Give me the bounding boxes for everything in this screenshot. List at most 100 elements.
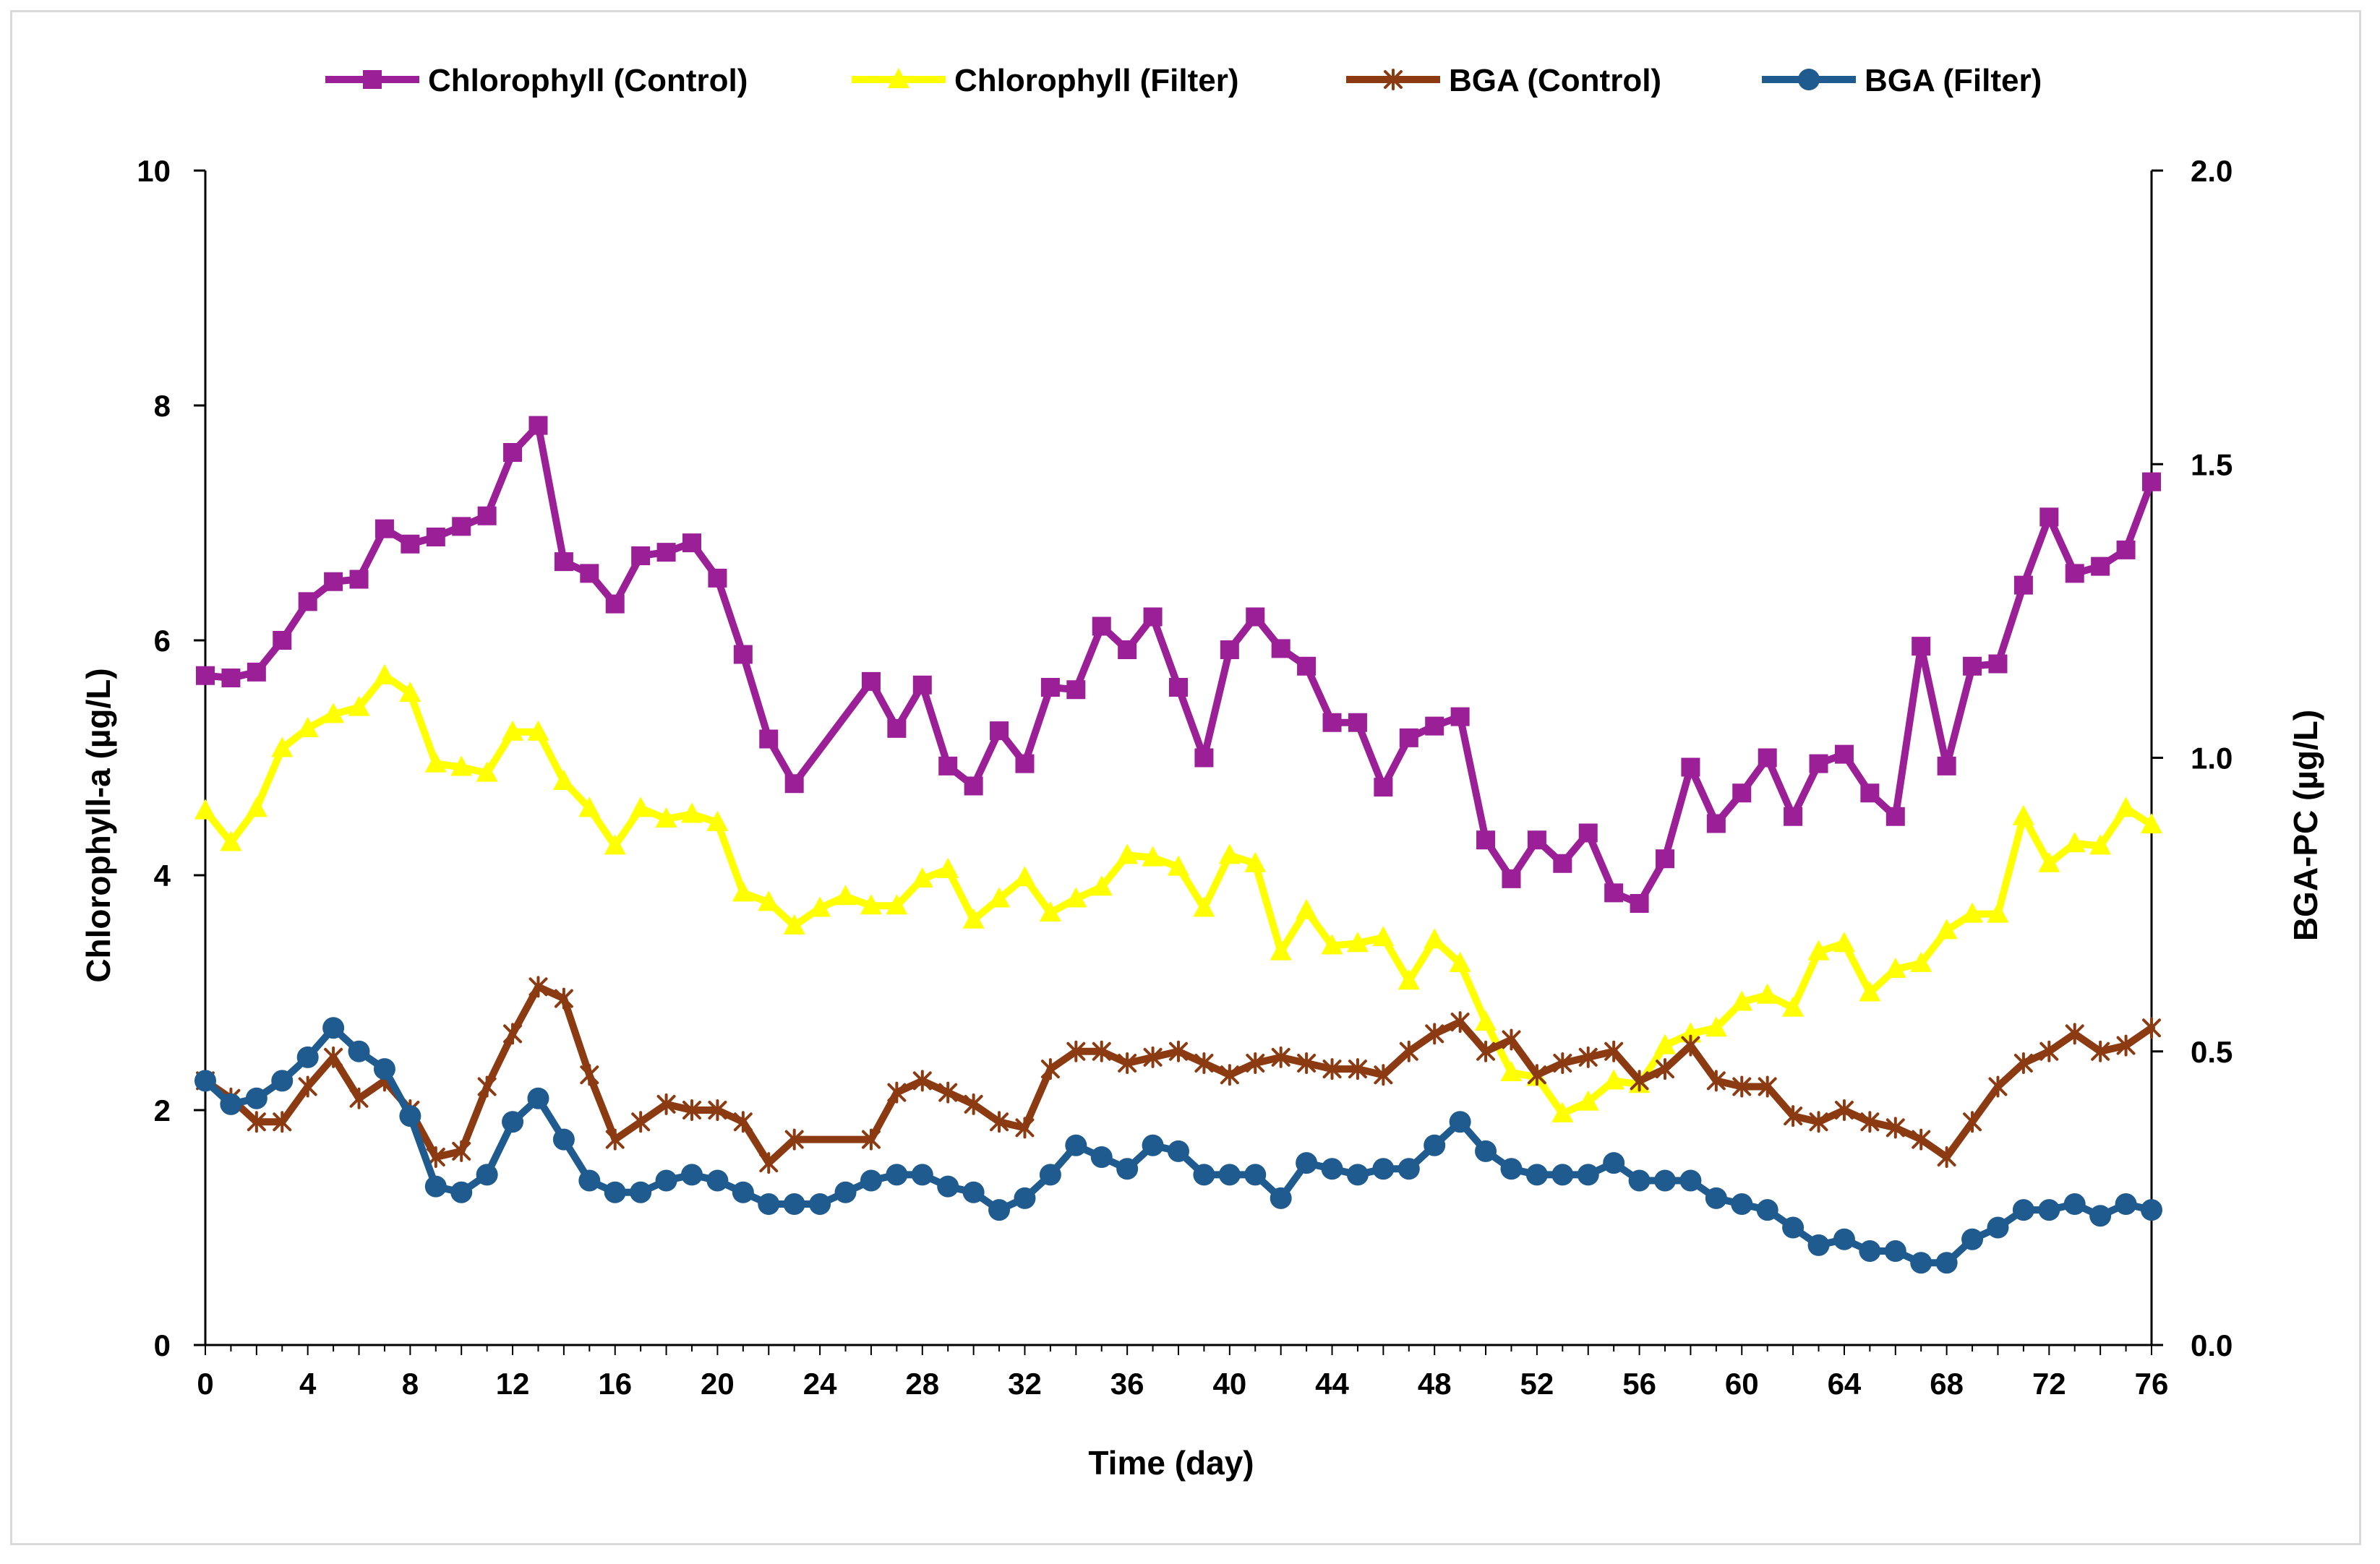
data-point xyxy=(1756,983,1778,1004)
data-point xyxy=(1502,869,1521,888)
data-point xyxy=(1142,846,1164,867)
data-point xyxy=(887,718,907,738)
data-point xyxy=(349,1087,369,1109)
data-point xyxy=(1756,1199,1778,1221)
x-tick-label: 32 xyxy=(1008,1367,1042,1401)
data-point xyxy=(1551,1101,1574,1122)
data-point xyxy=(1450,1011,1470,1034)
data-point xyxy=(1630,894,1649,913)
data-point xyxy=(1475,1140,1497,1162)
data-point xyxy=(706,810,729,831)
data-point xyxy=(682,533,701,553)
data-point xyxy=(1246,607,1265,627)
data-point xyxy=(1168,855,1189,876)
data-point xyxy=(1118,1052,1137,1074)
data-point xyxy=(1604,883,1624,903)
data-point xyxy=(401,534,420,554)
data-point xyxy=(938,1081,958,1104)
y-tick-label: 0 xyxy=(154,1328,171,1362)
data-point xyxy=(1912,637,1931,656)
data-point xyxy=(296,1046,319,1068)
data-point xyxy=(732,881,754,902)
data-point xyxy=(860,894,882,915)
legend-marker xyxy=(1798,69,1820,90)
data-point xyxy=(964,776,983,796)
data-point xyxy=(374,519,394,538)
data-point xyxy=(1654,1169,1676,1192)
data-point xyxy=(1322,1058,1342,1080)
data-point xyxy=(1935,1252,1958,1274)
data-point xyxy=(424,1175,447,1198)
data-point xyxy=(1092,616,1111,636)
data-point xyxy=(194,799,216,820)
data-point xyxy=(426,528,445,546)
x-tick-label: 76 xyxy=(2135,1367,2169,1401)
data-point xyxy=(1731,990,1753,1011)
data-point xyxy=(1681,1034,1700,1057)
data-point xyxy=(1296,1152,1318,1174)
data-point xyxy=(1066,1040,1086,1062)
data-point xyxy=(528,416,548,435)
x-tick-label: 72 xyxy=(2032,1367,2066,1401)
data-point xyxy=(1270,940,1292,961)
data-point xyxy=(348,695,370,716)
data-point xyxy=(1297,656,1317,676)
data-point xyxy=(759,1152,779,1174)
data-point xyxy=(605,1128,625,1151)
x-tick-label: 12 xyxy=(496,1367,530,1401)
data-point xyxy=(220,1093,242,1115)
data-point xyxy=(1860,1111,1880,1133)
data-point xyxy=(1476,830,1496,850)
data-point xyxy=(271,736,294,757)
y2-axis-title: BGA-PC (µg/L) xyxy=(2287,710,2324,941)
data-point xyxy=(1859,1240,1881,1262)
data-point xyxy=(502,1111,524,1133)
legend-label: Chlorophyll (Filter) xyxy=(954,63,1239,98)
data-point xyxy=(578,1169,601,1192)
data-point xyxy=(477,1075,497,1098)
data-point xyxy=(1246,1052,1265,1074)
data-point xyxy=(1963,1111,1982,1133)
data-point xyxy=(784,1128,804,1151)
data-point xyxy=(1732,783,1752,803)
data-point xyxy=(938,756,958,775)
data-point xyxy=(1014,866,1036,887)
data-point xyxy=(1194,748,1214,768)
data-point xyxy=(1090,1146,1113,1168)
x-tick-label: 4 xyxy=(299,1367,317,1401)
x-tick-label: 8 xyxy=(402,1367,419,1401)
data-point xyxy=(1884,958,1906,978)
y2-tick-label: 0.5 xyxy=(2191,1035,2233,1069)
data-point xyxy=(245,1087,267,1109)
data-point xyxy=(2039,1040,2059,1062)
data-point xyxy=(1015,1117,1035,1139)
data-point xyxy=(2141,813,2162,834)
x-tick-label: 68 xyxy=(1930,1367,1964,1401)
data-point xyxy=(1039,1164,1061,1186)
data-point xyxy=(1193,1164,1215,1186)
data-point xyxy=(1449,1111,1471,1133)
data-point xyxy=(1834,744,1854,764)
data-point xyxy=(1039,901,1061,921)
data-point xyxy=(349,570,369,589)
data-point xyxy=(245,796,267,817)
data-point xyxy=(424,752,447,773)
data-point xyxy=(2141,1199,2162,1221)
data-point xyxy=(399,682,421,702)
data-point xyxy=(2116,540,2136,559)
data-point xyxy=(1397,969,1420,990)
data-point xyxy=(1630,1070,1649,1092)
data-point xyxy=(554,987,573,1010)
data-point xyxy=(1910,951,1932,972)
data-point xyxy=(1193,896,1215,917)
data-point xyxy=(886,894,908,915)
data-point xyxy=(348,1040,370,1062)
data-point xyxy=(1758,748,1777,768)
y2-tick-label: 2.0 xyxy=(2191,154,2233,188)
data-point xyxy=(1628,1169,1651,1192)
data-point xyxy=(860,1169,882,1192)
data-point xyxy=(2115,1193,2137,1215)
data-point xyxy=(194,1070,216,1092)
data-point xyxy=(322,1017,345,1039)
data-point xyxy=(503,443,523,462)
